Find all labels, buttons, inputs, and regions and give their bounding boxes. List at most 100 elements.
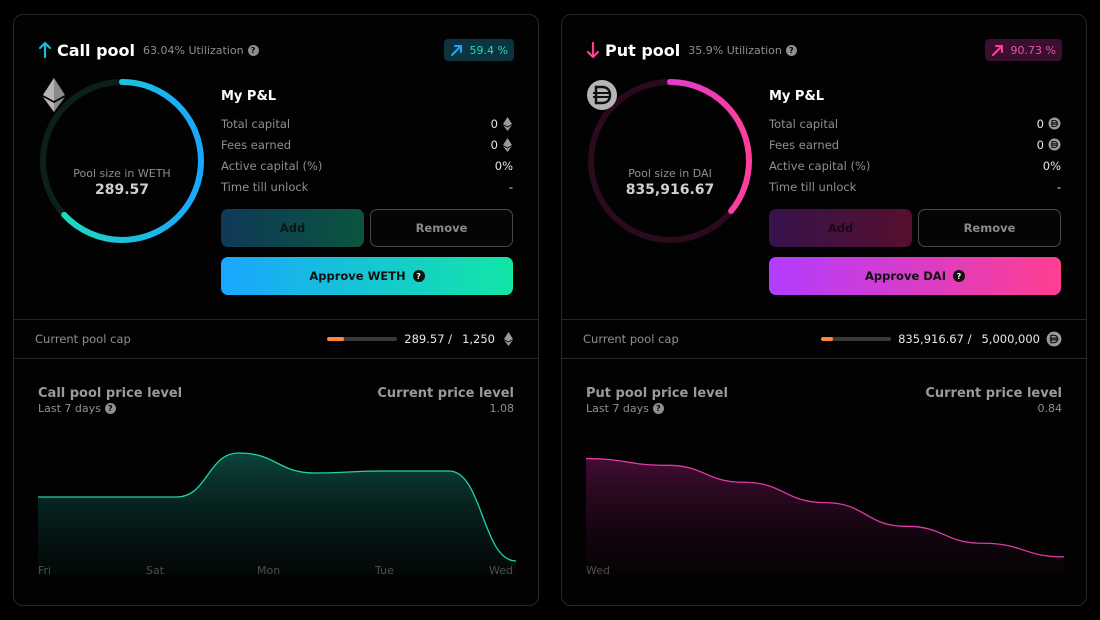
help-icon[interactable]: ? — [104, 403, 116, 414]
pool-cap-fill — [821, 337, 833, 341]
help-icon[interactable]: ? — [652, 403, 664, 414]
pnl-value: 0 — [1036, 116, 1044, 131]
remove-button[interactable]: Remove — [918, 209, 1061, 247]
help-icon[interactable]: ? — [785, 44, 797, 56]
chart-line — [38, 452, 516, 562]
chart-area — [38, 453, 516, 575]
dai-icon — [1048, 138, 1061, 151]
current-price-value: 0.84 — [1037, 402, 1063, 415]
pool-size-gauge: Pool size in WETH 289.57 — [38, 77, 206, 245]
pool-title: Put pool — [605, 40, 681, 60]
add-button[interactable]: Add — [769, 209, 912, 247]
pool-size-value: 835,916.67 — [625, 182, 715, 198]
help-icon: ? — [952, 270, 965, 282]
x-tick: Mon — [257, 564, 281, 577]
x-tick: Tue — [375, 564, 394, 577]
pnl-value: 0 — [1036, 137, 1044, 152]
pnl-label: Fees earned — [769, 137, 840, 152]
pnl-label: Fees earned — [221, 137, 292, 152]
apy-badge: 59.4 % — [443, 39, 514, 61]
call-pool-header: Call pool 63.04% Utilization ? — [38, 39, 259, 61]
chart-title: Call pool price level — [38, 386, 183, 401]
trend-up-icon — [450, 45, 462, 56]
pool-cap-max: 1,250 — [462, 332, 495, 346]
pool-size-label: Pool size in WETH — [73, 167, 171, 180]
approve-label: Approve WETH — [309, 269, 406, 283]
pool-cap-label: Current pool cap — [583, 332, 679, 346]
put-pool-header: Put pool 35.9% Utilization ? — [586, 39, 797, 61]
pnl-row-time-till-unlock: Time till unlock - — [769, 176, 1061, 197]
call-pool-card: Call pool 63.04% Utilization ? 59.4 % — [13, 14, 539, 606]
pool-size-gauge: Pool size in DAI 835,916.67 — [586, 77, 754, 245]
ethereum-icon — [43, 78, 65, 112]
help-icon: ? — [412, 270, 425, 282]
pnl-label: Total capital — [769, 116, 839, 131]
pool-size-value: 289.57 — [94, 182, 150, 198]
pool-cap-row: Current pool cap 289.57 / 1,250 — [14, 319, 538, 359]
apy-value: 90.73 % — [1010, 43, 1056, 57]
pnl-label: Active capital (%) — [221, 158, 323, 173]
chart-line — [586, 457, 1064, 558]
put-price-chart — [586, 457, 1064, 575]
x-tick: Wed — [586, 564, 610, 577]
pool-cap-current: 835,916.67 / — [898, 332, 972, 346]
my-pnl: My P&L Total capital 0 Fees earned 0 Act… — [769, 89, 1061, 197]
utilization-text: 63.04% Utilization — [143, 43, 244, 57]
ethereum-icon — [503, 116, 512, 131]
pnl-label: Time till unlock — [769, 179, 857, 194]
pnl-label: Active capital (%) — [769, 158, 871, 173]
approve-button[interactable]: Approve WETH ? — [221, 257, 513, 295]
pool-cap-row: Current pool cap 835,916.67 / 5,000,000 — [562, 319, 1086, 359]
put-pool-card: Put pool 35.9% Utilization ? 90.73 % Poo — [561, 14, 1087, 606]
pool-cap-bar — [327, 337, 398, 341]
pnl-value: - — [1056, 179, 1061, 194]
pnl-row-total-capital: Total capital 0 — [769, 113, 1061, 134]
chart-area — [586, 458, 1064, 575]
pnl-value: 0 — [490, 116, 498, 131]
x-tick: Wed — [489, 564, 513, 577]
chart-subtitle: Last 7 days — [586, 402, 649, 415]
pool-size-label: Pool size in DAI — [628, 167, 712, 180]
pool-cap-label: Current pool cap — [35, 332, 131, 346]
dai-icon — [1048, 117, 1061, 130]
pool-cap-current: 289.57 / — [404, 332, 453, 346]
pnl-row-active-capital: Active capital (%) 0% — [769, 155, 1061, 176]
ethereum-icon — [503, 137, 512, 152]
pnl-row-total-capital: Total capital 0 — [221, 113, 513, 134]
trend-up-icon — [991, 45, 1003, 56]
ethereum-icon — [504, 332, 513, 346]
pnl-label: Time till unlock — [221, 179, 309, 194]
chart-subtitle: Last 7 days — [38, 402, 101, 415]
call-price-chart — [38, 452, 516, 575]
pnl-value: 0% — [494, 158, 513, 173]
current-price-value: 1.08 — [489, 402, 515, 415]
x-tick: Sat — [146, 564, 165, 577]
help-icon[interactable]: ? — [247, 44, 259, 56]
approve-button[interactable]: Approve DAI ? — [769, 257, 1061, 295]
dai-icon — [1046, 331, 1062, 347]
pnl-value: 0% — [1042, 158, 1061, 173]
gauge-ring — [40, 79, 204, 243]
add-button[interactable]: Add — [221, 209, 364, 247]
pool-cap-fill — [327, 337, 344, 341]
arrow-down-icon — [586, 41, 600, 59]
pnl-title: My P&L — [221, 89, 277, 104]
pool-cap-max: 5,000,000 — [981, 332, 1040, 346]
arrow-up-icon — [38, 41, 52, 59]
gauge-ring — [588, 79, 752, 243]
apy-value: 59.4 % — [469, 43, 508, 57]
utilization-text: 35.9% Utilization — [688, 43, 782, 57]
my-pnl: My P&L Total capital 0 Fees earned 0 Act… — [221, 89, 513, 197]
pool-cap-bar — [821, 337, 892, 341]
pnl-value: - — [508, 179, 513, 194]
dai-icon — [587, 80, 617, 110]
x-tick: Fri — [38, 564, 52, 577]
pnl-title: My P&L — [769, 89, 825, 104]
remove-button[interactable]: Remove — [370, 209, 513, 247]
pnl-row-fees-earned: Fees earned 0 — [769, 134, 1061, 155]
chart-title: Put pool price level — [586, 386, 728, 401]
apy-badge: 90.73 % — [984, 39, 1062, 61]
pool-title: Call pool — [57, 40, 135, 60]
current-price-label: Current price level — [377, 386, 514, 401]
current-price-label: Current price level — [925, 386, 1062, 401]
